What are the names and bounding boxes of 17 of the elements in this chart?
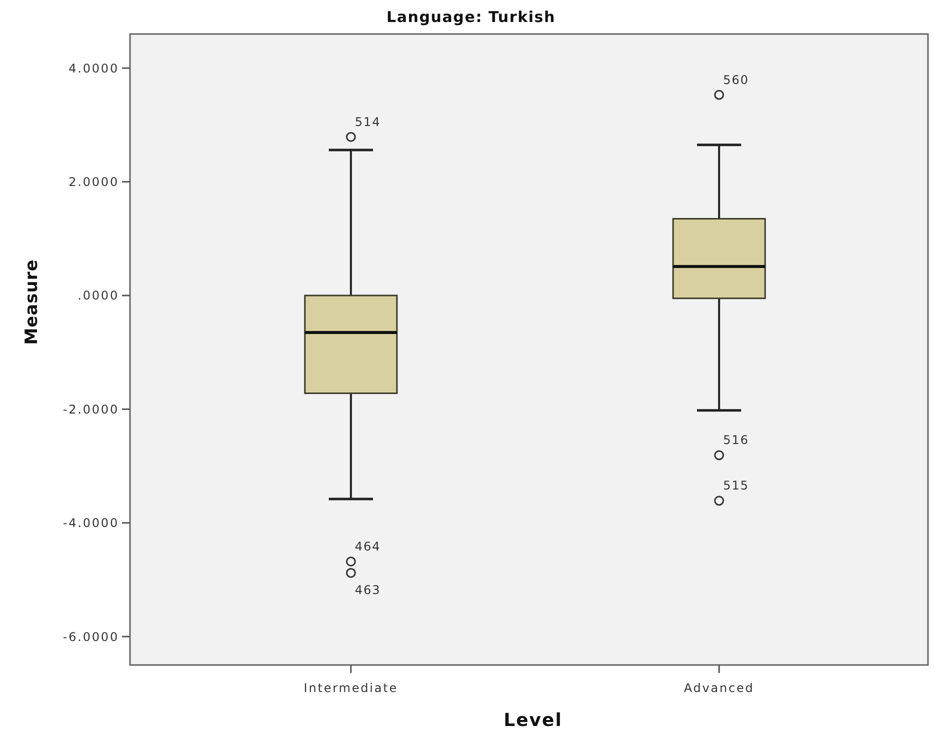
annotation: 514 [354,114,381,129]
y-tick-label: 4.0000 [68,61,119,76]
y-tick-label: -4.0000 [62,516,119,530]
y-tick-label: .0000 [78,288,119,303]
annotation: 464 [354,540,381,554]
annotation: 515 [723,478,749,493]
annotation: 463 [354,582,381,597]
annotation: 516 [723,433,749,448]
y-axis-title: Measure [22,259,42,345]
y-tick-label: 2.0000 [68,175,119,189]
y-tick-label: -2.0000 [62,402,119,416]
x-axis-title: Level [504,710,562,731]
chart-title: Language: Turkish [386,8,556,26]
x-tick-label: Advanced [684,681,754,695]
x-tick-label: Intermediate [304,681,398,695]
y-tick-label: -6.0000 [62,630,119,644]
annotation: 560 [723,72,749,87]
